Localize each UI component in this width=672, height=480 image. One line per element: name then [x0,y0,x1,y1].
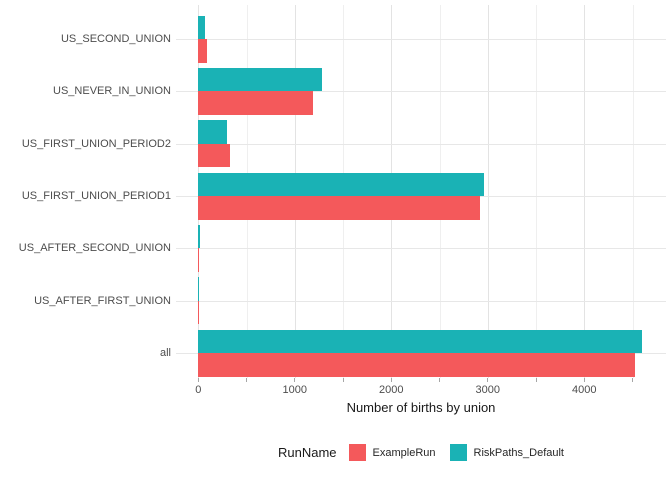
gridline-major [487,5,489,378]
bar-riskpaths_default [198,120,227,144]
plot-panel [176,5,666,378]
y-axis-label: US_NEVER_IN_UNION [53,85,171,98]
gridline-minor [632,5,634,378]
legend-item-examplerun: ExampleRun [348,444,436,461]
gridline-major [584,5,586,378]
bar-riskpaths_default [198,67,322,92]
gridline-category [176,39,666,40]
x-tick-label: 0 [195,384,202,396]
x-tick-label: 1000 [282,384,308,396]
y-axis-label: all [159,347,171,359]
legend: RunName ExampleRun RiskPaths_Default [176,444,666,461]
y-axis-label: US_AFTER_FIRST_UNION [34,294,171,307]
x-tick-label: 4000 [572,384,597,396]
legend-label: ExampleRun [372,446,436,459]
bar-examplerun [198,143,231,168]
x-axis-title: Number of births by union [346,400,496,415]
x-tick-mark [197,378,199,382]
x-tick-label: 2000 [379,384,404,396]
gridline-category [176,143,666,145]
bar-examplerun [198,353,636,377]
legend-title: RunName [277,445,337,460]
bar-riskpaths_default [198,224,200,249]
gridline-category [176,300,666,302]
legend-items: ExampleRun RiskPaths_Default [348,444,565,461]
y-axis-label: US_FIRST_UNION_PERIOD2 [21,137,171,150]
bar-riskpaths_default [198,15,206,39]
y-axis-label: US_AFTER_SECOND_UNION [18,242,171,255]
gridline-minor [536,5,538,378]
x-tick-mark [390,378,392,382]
legend-swatch-riskpaths_default [449,444,467,461]
bar-riskpaths_default [198,172,484,196]
x-tick-mark [342,378,344,382]
legend-swatch-examplerun [348,444,366,461]
y-axis-label: US_SECOND_UNION [60,33,171,45]
x-tick-mark [583,378,585,382]
bar-riskpaths_default [198,277,200,301]
bar-riskpaths_default [198,329,643,353]
x-tick-mark [439,378,441,382]
y-axis-label: US_FIRST_UNION_PERIOD1 [21,190,171,202]
x-tick-mark [632,378,633,382]
x-tick-mark [535,378,537,382]
bar-examplerun [198,248,200,272]
bar-examplerun [198,91,314,115]
x-tick-mark [487,378,489,382]
x-tick-mark [246,378,248,382]
bar-examplerun [198,196,481,220]
gridline-category [176,91,666,93]
x-tick-label: 3000 [475,384,501,396]
bar-examplerun [198,39,207,63]
legend-label: RiskPaths_Default [473,446,565,459]
x-tick-mark [294,378,296,382]
gridline-category [176,248,666,250]
legend-item-riskpaths_default: RiskPaths_Default [449,444,565,461]
bar-examplerun [198,300,200,325]
